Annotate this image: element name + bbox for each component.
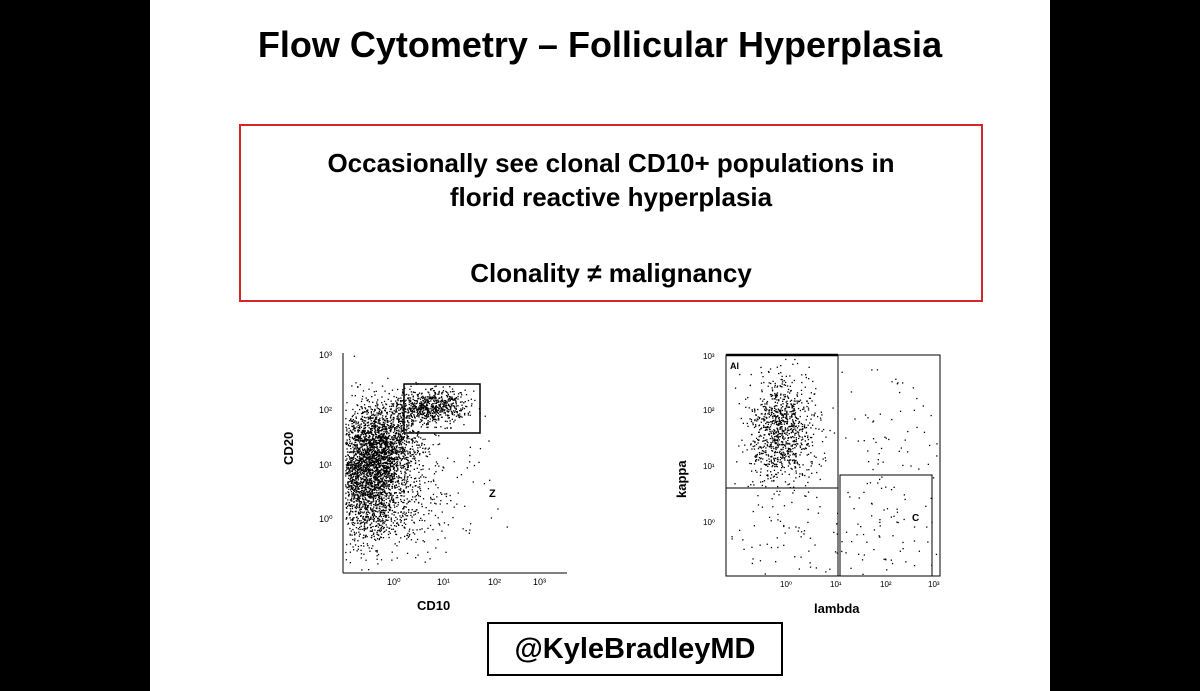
slide: Flow Cytometry – Follicular Hyperplasia … [150, 0, 1050, 691]
gate-label-z: Z [489, 488, 496, 500]
callout-box: Occasionally see clonal CD10+ population… [239, 124, 983, 302]
kappa-negative-gate [725, 487, 839, 577]
y-tick-label: 10³ [319, 350, 332, 360]
x-tick-label: 10² [880, 580, 892, 589]
plot-frame [725, 354, 941, 577]
event-dots [731, 358, 938, 575]
y-tick-label: 10⁰ [703, 518, 715, 527]
x-tick-label: 10¹ [830, 580, 842, 589]
x-axis-title-lambda: lambda [814, 601, 860, 616]
y-axis-title-kappa: kappa [674, 460, 689, 498]
y-tick-label: 10² [319, 405, 332, 415]
callout-line-1: Occasionally see clonal CD10+ population… [327, 148, 895, 178]
x-tick-label: 10⁰ [387, 577, 401, 587]
callout-line-2: florid reactive hyperplasia [449, 182, 773, 212]
gate-label-top: Al [730, 361, 739, 371]
x-tick-label: 10¹ [437, 577, 450, 587]
gate-label-c: C [912, 513, 919, 524]
cd20-cd10-dot-plot: 10³ 10² 10¹ 10⁰ 10⁰ 10¹ 10² 10³ Z [305, 345, 575, 595]
slide-title: Flow Cytometry – Follicular Hyperplasia [257, 24, 943, 65]
kappa-lambda-dot-plot: 10³ 10² 10¹ 10⁰ 10⁰ 10¹ 10² 10³ Al C [698, 345, 958, 595]
kappa-lambda-plot-svg: 10³ 10² 10¹ 10⁰ 10⁰ 10¹ 10² 10³ Al C [703, 352, 941, 589]
event-dots [345, 355, 508, 571]
cd20-cd10-plot-svg: 10³ 10² 10¹ 10⁰ 10⁰ 10¹ 10² 10³ Z [319, 350, 567, 587]
y-tick-label: 10¹ [319, 460, 332, 470]
y-axis-title-cd20: CD20 [281, 431, 296, 465]
x-tick-label: 10² [488, 577, 501, 587]
x-axis-title-cd10: CD10 [417, 598, 451, 613]
x-tick-label: 10⁰ [780, 580, 792, 589]
y-tick-label: 10² [703, 406, 715, 415]
y-tick-label: 10³ [703, 352, 715, 361]
author-handle: @KyleBradleyMD [487, 622, 783, 676]
lambda-gate-c [839, 474, 933, 577]
callout-line-3: Clonality ≠ malignancy [470, 258, 752, 288]
y-tick-label: 10⁰ [319, 514, 333, 524]
x-tick-label: 10³ [533, 577, 546, 587]
y-tick-label: 10¹ [703, 462, 715, 471]
x-tick-label: 10³ [928, 580, 940, 589]
